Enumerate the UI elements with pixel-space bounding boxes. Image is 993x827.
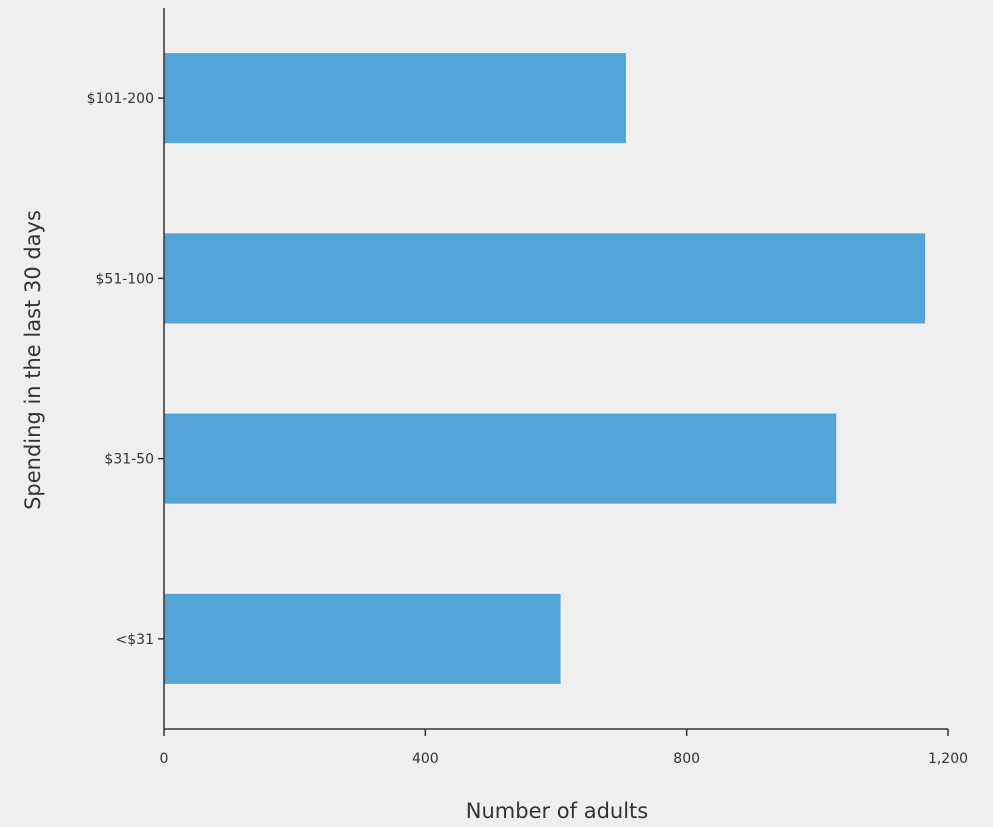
- x-tick-label: 800: [673, 751, 700, 767]
- bar-1: [164, 233, 926, 324]
- y-axis-title: Spending in the last 30 days: [21, 210, 45, 510]
- y-tick-label: $31-50: [104, 452, 154, 468]
- x-tick-label: 0: [160, 751, 169, 767]
- bar-0: [164, 53, 626, 144]
- ticks-layer: $101-200 $51-100 $31-50 <$31 0 400 800 1,200: [87, 91, 968, 767]
- x-tick-label: 1,200: [928, 751, 968, 767]
- bars-layer: [164, 53, 926, 684]
- bar-3: [164, 593, 561, 684]
- y-tick-label: $51-100: [96, 271, 155, 287]
- x-axis-title: Number of adults: [466, 799, 648, 823]
- y-tick-label: <$31: [116, 632, 154, 648]
- x-tick-label: 400: [412, 751, 439, 767]
- bar-2: [164, 413, 837, 504]
- axes-layer: [163, 8, 948, 730]
- y-tick-label: $101-200: [87, 91, 154, 107]
